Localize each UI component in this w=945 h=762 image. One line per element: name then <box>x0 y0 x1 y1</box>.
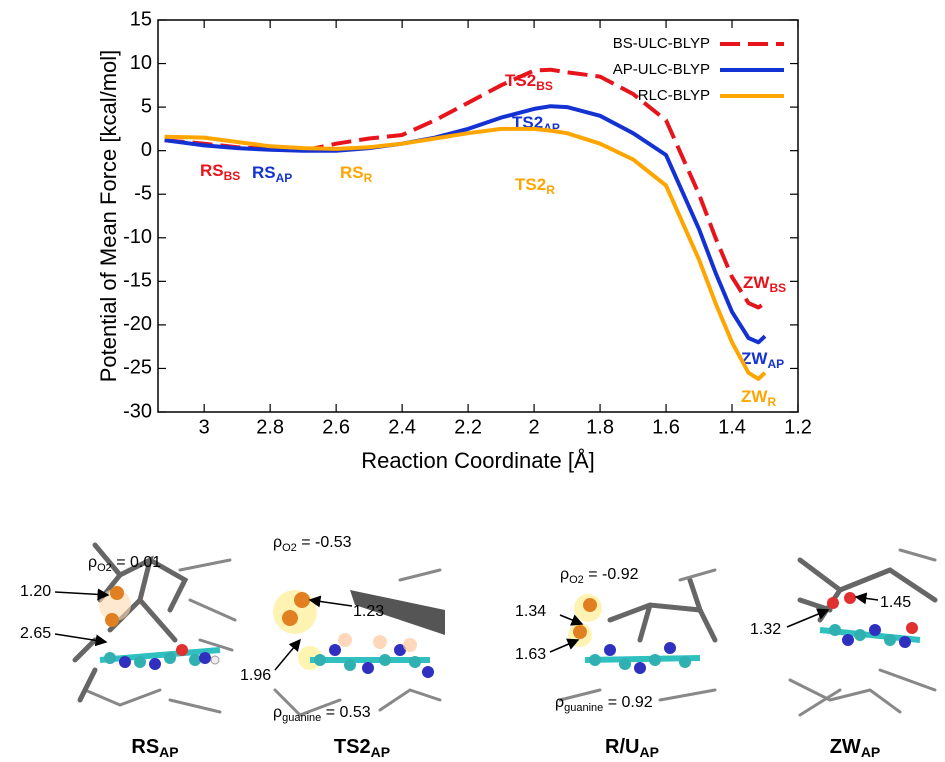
x-tick-label: 2.6 <box>322 416 350 438</box>
charge-label: ρguanine = 0.53 <box>273 704 371 724</box>
y-tick-label: 10 <box>130 52 152 74</box>
charge-label: ρO2 = -0.53 <box>273 534 352 554</box>
distance-label: 1.20 <box>20 583 51 600</box>
charge-label: ρO2 = -0.92 <box>560 566 639 586</box>
distance-label: 2.65 <box>20 625 51 642</box>
chart: Reaction Coordinate [Å] Potential of Mea… <box>96 8 812 473</box>
arrow <box>310 600 352 606</box>
x-tick-label: 1.8 <box>586 416 614 438</box>
line-series <box>165 106 765 342</box>
panel-title: RSAP <box>131 736 178 759</box>
y-tick-label: -25 <box>123 357 152 379</box>
charge-label: ρO2 = 0.01 <box>88 554 161 574</box>
y-tick-label: -15 <box>123 270 152 292</box>
y-tick-label: -20 <box>123 313 152 335</box>
arrow <box>550 640 578 652</box>
distance-label: 1.96 <box>240 667 271 684</box>
distance-label: 1.45 <box>880 594 911 611</box>
y-tick-label: 0 <box>141 139 152 161</box>
y-tick-label: -30 <box>123 400 152 422</box>
annotation: TS2R <box>515 175 555 197</box>
figure: Reaction Coordinate [Å] Potential of Mea… <box>0 0 945 762</box>
distance-label: 1.23 <box>353 603 384 620</box>
annotation: RSAP <box>252 163 292 185</box>
x-tick-label: 2.4 <box>388 416 416 438</box>
y-axis-label: Potential of Mean Force [kcal/mol] <box>96 50 121 383</box>
distance-label: 1.63 <box>515 646 546 663</box>
structure-panel: ρO2 = 0.01 1.20 2.65 RSAP <box>20 545 235 760</box>
structure-panel: 1.45 1.32 ZWAP <box>750 550 935 760</box>
distance-label: 1.32 <box>750 621 781 638</box>
panel-title: R/UAP <box>605 736 659 759</box>
legend-label: BS-ULC-BLYP <box>613 35 710 52</box>
x-tick-label: 1.2 <box>784 416 812 438</box>
molecule-drawing <box>560 570 715 700</box>
panel-title: ZWAP <box>830 736 881 759</box>
x-tick-label: 1.4 <box>718 416 746 438</box>
plot-frame <box>158 20 798 412</box>
panel-title: TS2AP <box>334 736 390 759</box>
annotation: ZWBS <box>743 273 786 295</box>
x-tick-label: 1.6 <box>652 416 680 438</box>
structure-panel: ρO2 = -0.92 1.34 1.63 ρguanine = 0.92 R/… <box>515 566 715 759</box>
distance-label: 1.34 <box>515 603 546 620</box>
annotation: RSR <box>340 163 373 185</box>
line-series <box>165 70 765 308</box>
arrow <box>55 592 108 595</box>
x-tick-label: 2 <box>529 416 540 438</box>
annotation: RSBS <box>200 161 240 183</box>
legend-label: RLC-BLYP <box>638 87 710 104</box>
y-tick-label: -10 <box>123 226 152 248</box>
annotation: ZWR <box>741 387 776 409</box>
arrow <box>856 597 878 600</box>
x-tick-label: 2.2 <box>454 416 482 438</box>
y-tick-label: 5 <box>141 95 152 117</box>
molecule-drawing <box>790 550 935 715</box>
x-tick-label: 3 <box>199 416 210 438</box>
legend-label: AP-ULC-BLYP <box>613 61 710 78</box>
arrow <box>275 640 300 670</box>
x-tick-label: 2.8 <box>256 416 284 438</box>
arrow <box>55 634 106 642</box>
x-axis-label: Reaction Coordinate [Å] <box>361 448 595 473</box>
structure-panel: ρO2 = -0.53 1.23 1.96 ρguanine = 0.53 TS… <box>240 534 445 759</box>
y-tick-label: 15 <box>130 8 152 30</box>
y-tick-label: -5 <box>134 183 152 205</box>
